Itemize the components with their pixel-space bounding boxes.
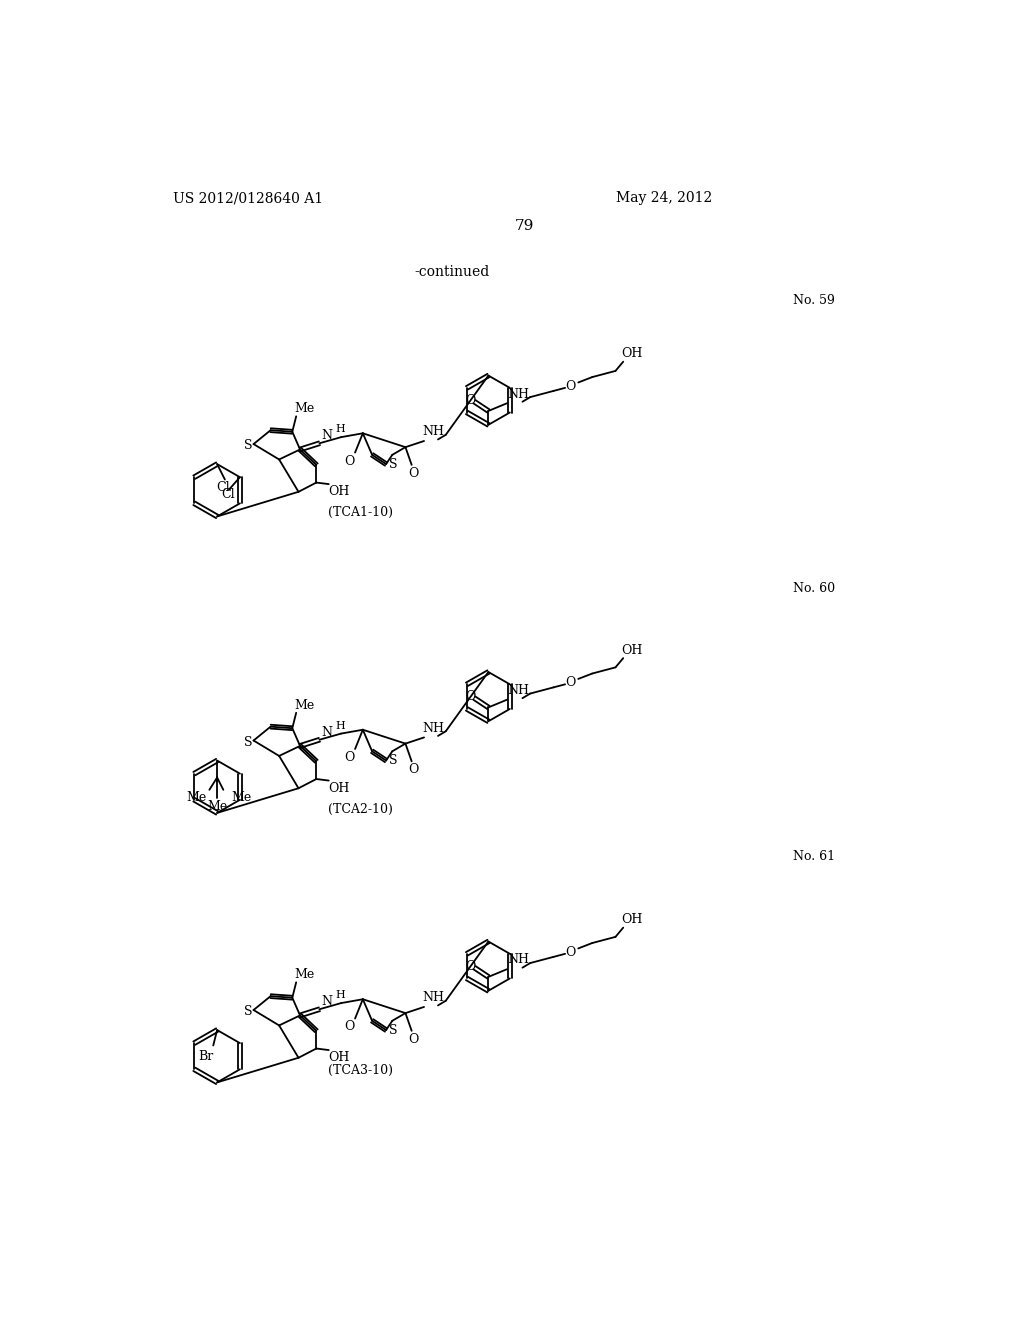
Text: May 24, 2012: May 24, 2012 xyxy=(616,191,713,206)
Text: NH: NH xyxy=(423,425,444,438)
Text: OH: OH xyxy=(329,781,350,795)
Text: S: S xyxy=(245,735,253,748)
Text: O: O xyxy=(344,454,354,467)
Text: O: O xyxy=(409,467,419,480)
Text: N: N xyxy=(321,726,332,739)
Text: H: H xyxy=(335,990,345,1001)
Text: S: S xyxy=(389,754,397,767)
Text: Me: Me xyxy=(208,800,228,813)
Text: O: O xyxy=(344,751,354,764)
Text: Me: Me xyxy=(295,403,314,416)
Text: O: O xyxy=(565,945,575,958)
Text: Me: Me xyxy=(186,791,207,804)
Text: H: H xyxy=(335,721,345,731)
Text: NH: NH xyxy=(507,684,529,697)
Text: No. 61: No. 61 xyxy=(793,850,836,862)
Text: (TCA1-10): (TCA1-10) xyxy=(328,506,393,519)
Text: Me: Me xyxy=(295,968,314,981)
Text: S: S xyxy=(389,458,397,471)
Text: OH: OH xyxy=(329,486,350,499)
Text: No. 60: No. 60 xyxy=(793,582,836,594)
Text: S: S xyxy=(245,440,253,453)
Text: O: O xyxy=(565,676,575,689)
Text: Me: Me xyxy=(295,698,314,711)
Text: N: N xyxy=(321,429,332,442)
Text: H: H xyxy=(335,425,345,434)
Text: S: S xyxy=(389,1023,397,1036)
Text: O: O xyxy=(409,1032,419,1045)
Text: US 2012/0128640 A1: US 2012/0128640 A1 xyxy=(173,191,324,206)
Text: NH: NH xyxy=(423,991,444,1005)
Text: S: S xyxy=(245,1005,253,1018)
Text: O: O xyxy=(465,393,475,407)
Text: Cl: Cl xyxy=(221,487,234,500)
Text: 79: 79 xyxy=(515,219,535,234)
Text: (TCA3-10): (TCA3-10) xyxy=(328,1064,393,1077)
Text: OH: OH xyxy=(329,1051,350,1064)
Text: O: O xyxy=(409,763,419,776)
Text: O: O xyxy=(465,690,475,704)
Text: OH: OH xyxy=(622,347,643,360)
Text: Cl: Cl xyxy=(216,480,230,494)
Text: NH: NH xyxy=(507,953,529,966)
Text: OH: OH xyxy=(622,913,643,927)
Text: NH: NH xyxy=(507,388,529,400)
Text: Me: Me xyxy=(231,791,251,804)
Text: No. 59: No. 59 xyxy=(793,294,835,308)
Text: O: O xyxy=(565,380,575,393)
Text: Br: Br xyxy=(199,1049,214,1063)
Text: O: O xyxy=(344,1020,354,1034)
Text: N: N xyxy=(321,995,332,1008)
Text: O: O xyxy=(465,960,475,973)
Text: NH: NH xyxy=(423,722,444,735)
Text: (TCA2-10): (TCA2-10) xyxy=(328,803,393,816)
Text: OH: OH xyxy=(622,644,643,657)
Text: -continued: -continued xyxy=(415,265,490,280)
